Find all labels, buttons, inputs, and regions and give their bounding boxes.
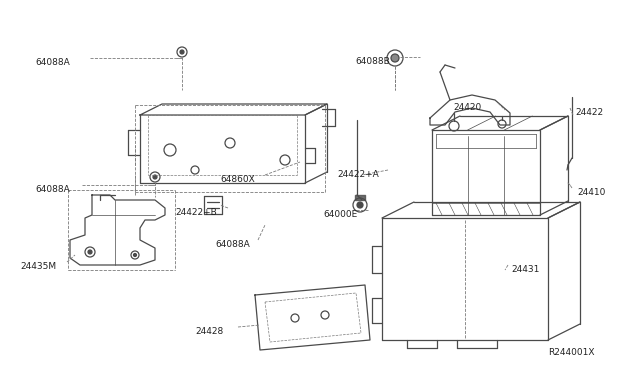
Text: 64088A: 64088A	[215, 240, 250, 249]
Text: 64860X: 64860X	[220, 175, 255, 184]
Circle shape	[88, 250, 92, 254]
Text: 24431: 24431	[511, 265, 540, 274]
Text: 64088B: 64088B	[355, 57, 390, 66]
Text: 24420: 24420	[453, 103, 481, 112]
Text: 24422+A: 24422+A	[337, 170, 379, 179]
Text: 64000E: 64000E	[323, 210, 357, 219]
Text: 24422: 24422	[575, 108, 603, 117]
Text: 24410: 24410	[577, 188, 605, 197]
Text: 24435M: 24435M	[20, 262, 56, 271]
Text: 64088A: 64088A	[35, 185, 70, 194]
Text: 64088A: 64088A	[35, 58, 70, 67]
Text: 24428: 24428	[195, 327, 223, 336]
Circle shape	[180, 50, 184, 54]
Circle shape	[391, 54, 399, 62]
Circle shape	[153, 175, 157, 179]
Circle shape	[134, 253, 136, 257]
Text: R244001X: R244001X	[548, 348, 595, 357]
Circle shape	[357, 202, 363, 208]
Text: 24422+B: 24422+B	[175, 208, 217, 217]
